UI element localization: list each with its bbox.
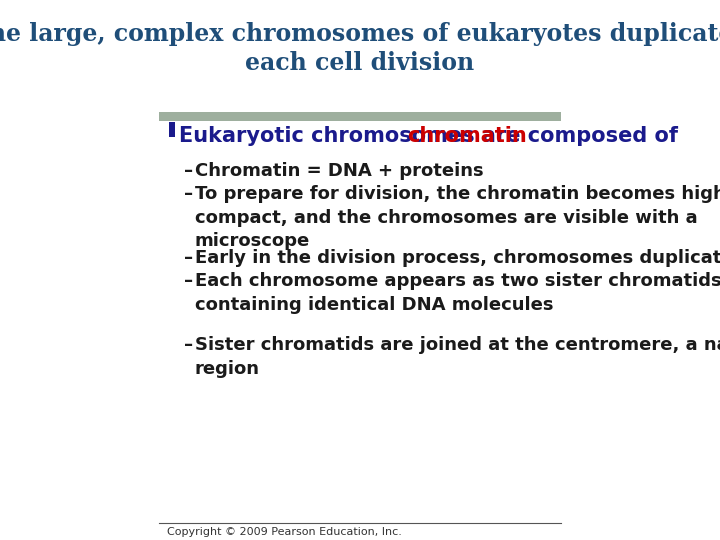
Text: Chromatin = DNA + proteins: Chromatin = DNA + proteins (194, 162, 483, 180)
Text: Early in the division process, chromosomes duplicate: Early in the division process, chromosom… (194, 249, 720, 267)
Text: Copyright © 2009 Pearson Education, Inc.: Copyright © 2009 Pearson Education, Inc. (168, 527, 402, 537)
Text: Each chromosome appears as two sister chromatids,
containing identical DNA molec: Each chromosome appears as two sister ch… (194, 272, 720, 314)
Text: –: – (184, 185, 193, 203)
Bar (159, 112, 561, 122)
Text: Sister chromatids are joined at the centromere, a narrow
region: Sister chromatids are joined at the cent… (194, 336, 720, 378)
Text: –: – (184, 336, 193, 354)
Text: 8.4 The large, complex chromosomes of eukaryotes duplicate with
each cell divisi: 8.4 The large, complex chromosomes of eu… (0, 22, 720, 75)
Text: chromatin: chromatin (408, 126, 527, 146)
Text: –: – (184, 162, 193, 180)
Text: Eukaryotic chromosomes are composed of: Eukaryotic chromosomes are composed of (179, 126, 685, 146)
Text: To prepare for division, the chromatin becomes highly
compact, and the chromosom: To prepare for division, the chromatin b… (194, 185, 720, 250)
Text: –: – (184, 249, 193, 267)
Text: –: – (184, 272, 193, 291)
Bar (169, 123, 175, 138)
